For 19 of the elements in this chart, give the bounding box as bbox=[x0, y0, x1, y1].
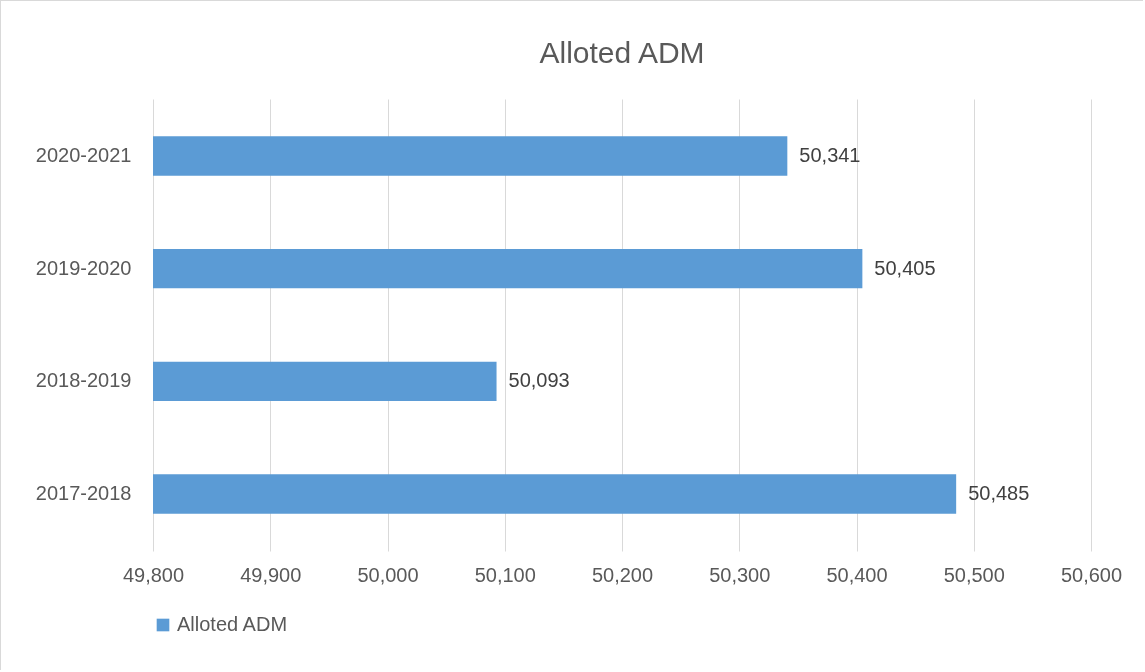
x-tick-label: 50,300 bbox=[709, 563, 771, 586]
x-tick-label: 50,500 bbox=[943, 563, 1005, 586]
y-tick-label: 2017-2018 bbox=[35, 482, 132, 505]
data-label: 50,485 bbox=[968, 482, 1030, 505]
data-label: 50,405 bbox=[874, 256, 936, 279]
x-tick-label: 50,000 bbox=[357, 563, 419, 586]
x-tick-label: 50,200 bbox=[591, 563, 654, 586]
y-tick-label: 2018-2019 bbox=[35, 369, 132, 392]
chart-title: Alloted ADM bbox=[539, 36, 705, 69]
x-tick-label: 49,900 bbox=[240, 563, 302, 586]
y-tick-label: 2019-2020 bbox=[35, 256, 132, 279]
data-label: 50,341 bbox=[799, 143, 861, 166]
legend-label: Alloted ADM bbox=[177, 613, 288, 635]
x-tick-label: 50,600 bbox=[1060, 563, 1123, 586]
x-tick-label: 50,400 bbox=[826, 563, 888, 586]
y-tick-label: 2020-2021 bbox=[35, 143, 132, 166]
x-tick-label: 50,100 bbox=[474, 563, 536, 586]
data-label: 50,093 bbox=[508, 369, 570, 392]
x-tick-label: 49,800 bbox=[122, 563, 185, 586]
